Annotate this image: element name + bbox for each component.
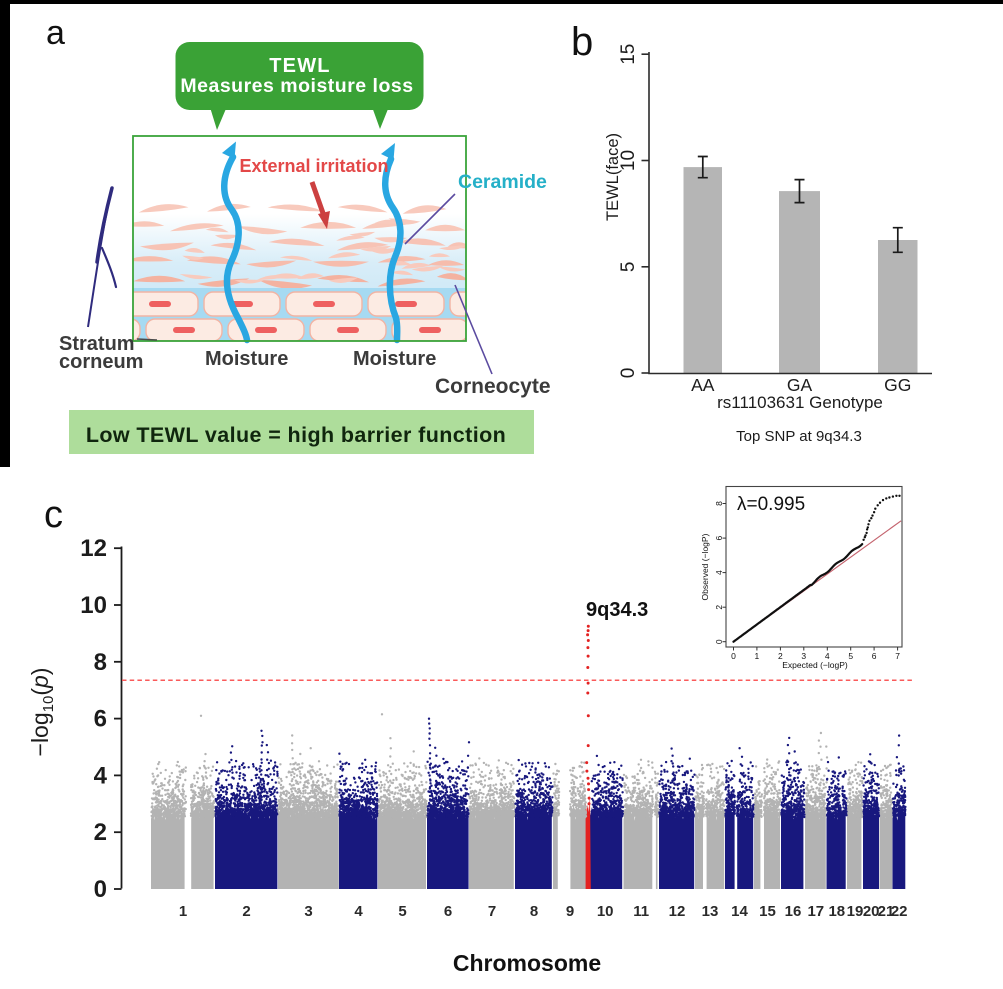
svg-text:6: 6	[714, 535, 724, 540]
svg-text:AA: AA	[691, 375, 715, 395]
svg-text:Top SNP at 9q34.3: Top SNP at 9q34.3	[736, 428, 862, 445]
svg-text:GG: GG	[884, 375, 911, 395]
svg-text:Measures moisture loss: Measures moisture loss	[180, 75, 413, 97]
svg-text:2: 2	[778, 651, 783, 661]
svg-text:GA: GA	[787, 375, 813, 395]
svg-text:18: 18	[828, 903, 845, 920]
svg-text:Low TEWL value = high barrier: Low TEWL value = high barrier function	[86, 423, 506, 447]
svg-text:12: 12	[669, 903, 686, 920]
svg-text:0: 0	[731, 651, 736, 661]
svg-text:20: 20	[863, 903, 880, 920]
svg-text:10: 10	[80, 592, 107, 619]
svg-text:12: 12	[80, 535, 107, 562]
svg-text:6: 6	[444, 903, 452, 920]
svg-text:TEWL: TEWL	[269, 55, 330, 77]
svg-text:2: 2	[242, 903, 250, 920]
svg-text:10: 10	[618, 150, 639, 171]
svg-text:15: 15	[618, 44, 639, 65]
svg-text:TEWL(face): TEWL(face)	[604, 133, 622, 221]
svg-text:1: 1	[755, 651, 760, 661]
svg-text:0: 0	[618, 368, 639, 379]
svg-text:3: 3	[801, 651, 806, 661]
svg-text:Observed (−logP): Observed (−logP)	[700, 533, 710, 600]
svg-text:5: 5	[618, 262, 639, 273]
svg-text:21: 21	[878, 903, 895, 920]
svg-text:0: 0	[714, 639, 724, 644]
svg-text:External irritation: External irritation	[239, 156, 388, 176]
svg-text:15: 15	[759, 903, 776, 920]
svg-text:8: 8	[94, 649, 107, 676]
svg-text:2: 2	[714, 605, 724, 610]
svg-text:Ceramide: Ceramide	[458, 171, 547, 193]
svg-text:17: 17	[807, 903, 824, 920]
svg-text:Stratum: Stratum	[59, 333, 135, 355]
svg-text:b: b	[571, 20, 593, 64]
svg-text:9: 9	[566, 903, 574, 920]
svg-text:Corneocyte: Corneocyte	[435, 375, 551, 398]
svg-text:3: 3	[304, 903, 312, 920]
svg-text:6: 6	[94, 706, 107, 733]
svg-text:5: 5	[398, 903, 406, 920]
svg-text:8: 8	[530, 903, 538, 920]
svg-text:Moisture: Moisture	[205, 348, 288, 370]
svg-text:rs11103631 Genotype: rs11103631 Genotype	[717, 393, 883, 412]
svg-text:7: 7	[895, 651, 900, 661]
svg-text:14: 14	[731, 903, 748, 920]
svg-text:−log10(p): −log10(p)	[27, 668, 57, 757]
svg-text:4: 4	[354, 903, 363, 920]
svg-text:16: 16	[785, 903, 802, 920]
svg-text:corneum: corneum	[59, 351, 143, 373]
svg-text:0: 0	[94, 876, 107, 903]
svg-text:4: 4	[714, 570, 724, 575]
svg-text:c: c	[44, 494, 63, 536]
svg-text:1: 1	[179, 903, 187, 920]
svg-text:7: 7	[488, 903, 496, 920]
svg-text:Expected (−logP): Expected (−logP)	[782, 660, 848, 670]
svg-text:Moisture: Moisture	[353, 348, 436, 370]
svg-text:a: a	[46, 14, 65, 52]
svg-text:Chromosome: Chromosome	[453, 950, 601, 976]
svg-text:13: 13	[702, 903, 719, 920]
svg-text:2: 2	[94, 819, 107, 846]
svg-text:22: 22	[891, 903, 908, 920]
svg-text:8: 8	[714, 501, 724, 506]
svg-text:4: 4	[94, 762, 108, 789]
svg-text:10: 10	[597, 903, 614, 920]
svg-text:11: 11	[633, 903, 649, 920]
svg-text:9q34.3: 9q34.3	[586, 599, 648, 621]
svg-text:4: 4	[825, 651, 830, 661]
svg-text:6: 6	[872, 651, 877, 661]
svg-text:19: 19	[847, 903, 864, 920]
svg-text:λ=0.995: λ=0.995	[737, 494, 805, 515]
svg-text:5: 5	[848, 651, 853, 661]
